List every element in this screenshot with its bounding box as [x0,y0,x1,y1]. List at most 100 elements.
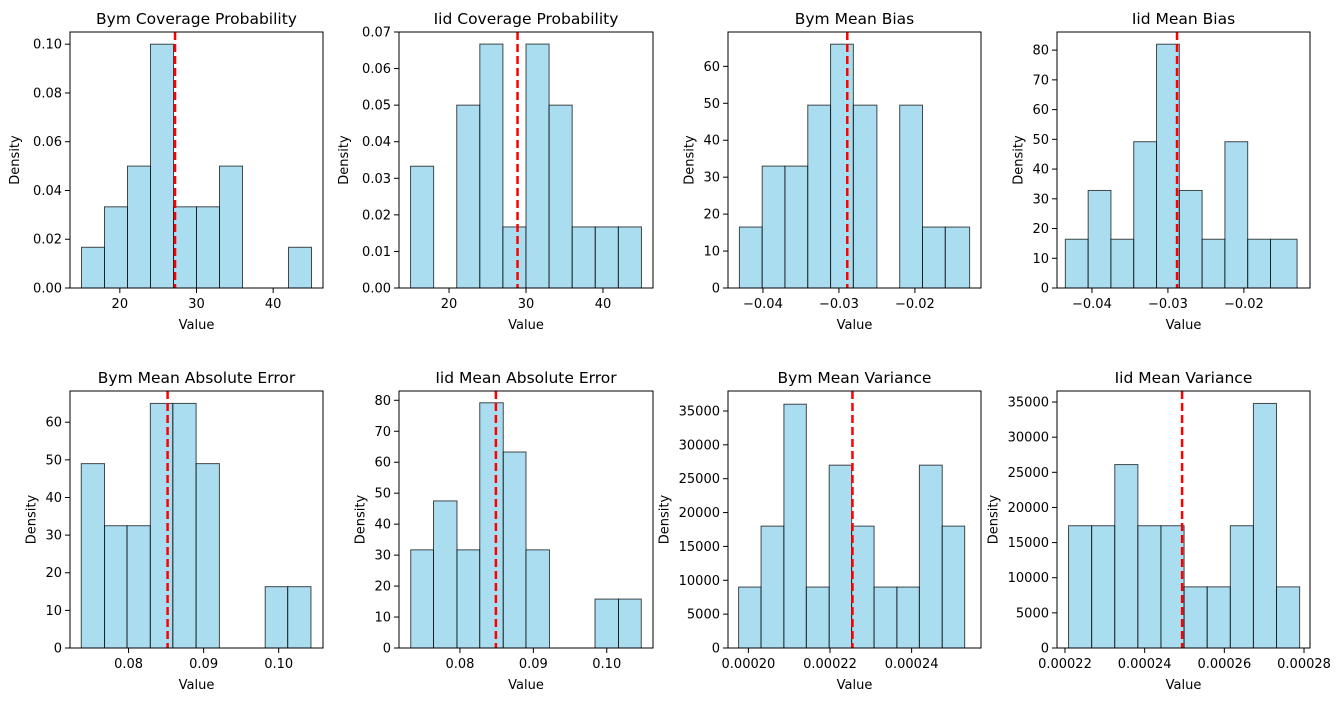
y-axis-label: Density [682,135,697,185]
y-tick-label: 10 [45,604,62,619]
y-tick-label: 0.00 [362,282,391,297]
y-axis-label: Density [8,135,23,185]
x-axis-label: Value [1166,678,1202,693]
plot-frame [1056,31,1311,289]
x-tick-label: 20 [112,297,129,312]
histogram-bar [1201,238,1226,289]
y-tick-label: 40 [45,491,62,506]
x-tick-label: 0.00028 [1277,657,1331,672]
y-tick-label: 10 [1032,252,1049,267]
y-axis-label: Density [353,494,368,544]
histogram-bar [1110,238,1135,289]
x-tick-label: 0.10 [592,657,621,672]
histogram-bar [738,226,763,289]
histogram-bar [433,500,458,649]
histogram-bar [195,463,220,649]
histogram-bar [126,525,151,649]
histogram-panel-8: 0.00022 0.00024 0.00026 0.00028 0 5000 10000 15… [987,369,1331,693]
histogram-bar [1276,586,1301,649]
histogram-bar [830,43,854,289]
histogram-bar [1206,586,1231,649]
x-tick-label: 0.08 [114,657,143,672]
y-tick-label: 50 [45,453,62,468]
y-tick-label: 10000 [1008,571,1049,586]
chart-title: Iid Mean Bias [1132,10,1235,28]
y-tick-label: 0.00 [33,282,62,297]
histogram-bar [783,403,807,649]
x-tick-label: −0.03 [819,297,859,312]
histogram-bar [571,226,596,289]
histogram-bar [617,598,642,649]
chart-title: Bym Mean Variance [778,369,932,387]
histogram-panel-1: 20 30 40 0.00 0.02 0.04 0.06 0.08 0.10 Bym Covera… [8,10,324,333]
histogram-bar [1160,525,1185,649]
y-tick-label: 30 [703,171,720,186]
y-tick-label: 0.04 [33,184,62,199]
histogram-bar [456,104,481,289]
histogram-bar [1252,402,1278,649]
histogram-bar [287,586,312,649]
histogram-panel-5: 0.08 0.09 0.10 0 10 20 30 40 50 60 Bym Mean Absolu… [24,369,324,693]
y-tick-label: 25000 [679,472,720,487]
histogram-panel-4: −0.04 −0.03 −0.02 0 10 20 30 40 50 60 70 80 Iid Mean… [1011,10,1311,333]
histogram-bar [479,402,504,649]
y-tick-label: 0.06 [33,135,62,150]
x-tick-label: 40 [595,297,612,312]
y-tick-label: 20 [45,566,62,581]
plot-frame [69,390,324,649]
y-tick-label: 50 [374,487,391,502]
histogram-bar [1247,238,1271,289]
x-tick-label: 0.00024 [1118,657,1172,672]
histogram-bar [617,226,642,289]
x-tick-label: −0.04 [1072,297,1112,312]
histogram-bar [944,226,971,289]
histogram-bar [1137,525,1162,649]
histogram-bar [805,586,830,649]
histogram-bar [1091,525,1116,649]
x-tick-label: 0.00022 [1038,657,1092,672]
x-tick-label: 20 [441,297,458,312]
x-tick-label: 30 [518,297,535,312]
y-tick-label: 35000 [1008,396,1049,411]
histogram-bar [921,226,946,289]
y-tick-label: 0 [383,642,391,657]
x-tick-label: 0.09 [519,657,548,672]
histogram-bar [81,246,105,289]
y-tick-label: 10 [703,245,720,260]
y-tick-label: 20000 [679,506,720,521]
histogram-bar [1229,525,1254,649]
x-tick-label: 0.00026 [1197,657,1251,672]
y-tick-label: 50 [1032,133,1049,148]
y-tick-label: 5000 [1016,606,1049,621]
histogram-bar [525,43,550,289]
x-tick-label: 0.00020 [722,657,776,672]
x-tick-label: 0.10 [264,657,293,672]
y-tick-label: 0.05 [362,99,391,114]
histogram-bar [896,586,920,649]
histogram-bar [873,586,898,649]
histogram-bar [196,206,220,289]
histogram-bar [548,104,573,289]
histogram-bar [456,549,481,649]
y-tick-label: 0.02 [362,208,391,223]
y-tick-label: 60 [45,416,62,431]
y-tick-label: 0.07 [362,26,391,41]
y-tick-label: 0 [712,642,720,657]
histogram-bar [1087,189,1112,289]
y-tick-label: 30000 [679,438,720,453]
y-tick-label: 40 [1032,163,1049,178]
y-tick-label: 0 [712,282,720,297]
x-axis-label: Value [837,678,873,693]
histogram-bar [851,525,875,649]
y-tick-label: 15000 [1008,536,1049,551]
histogram-bar [502,226,527,289]
histogram-bar [1269,238,1298,289]
histogram-bar [410,549,435,649]
y-tick-label: 0 [1041,282,1049,297]
y-tick-label: 30 [45,529,62,544]
y-tick-label: 60 [1032,103,1049,118]
y-tick-label: 40 [374,518,391,533]
y-tick-label: 20 [374,580,391,595]
x-axis-label: Value [508,678,544,693]
histogram-bar [288,246,312,289]
